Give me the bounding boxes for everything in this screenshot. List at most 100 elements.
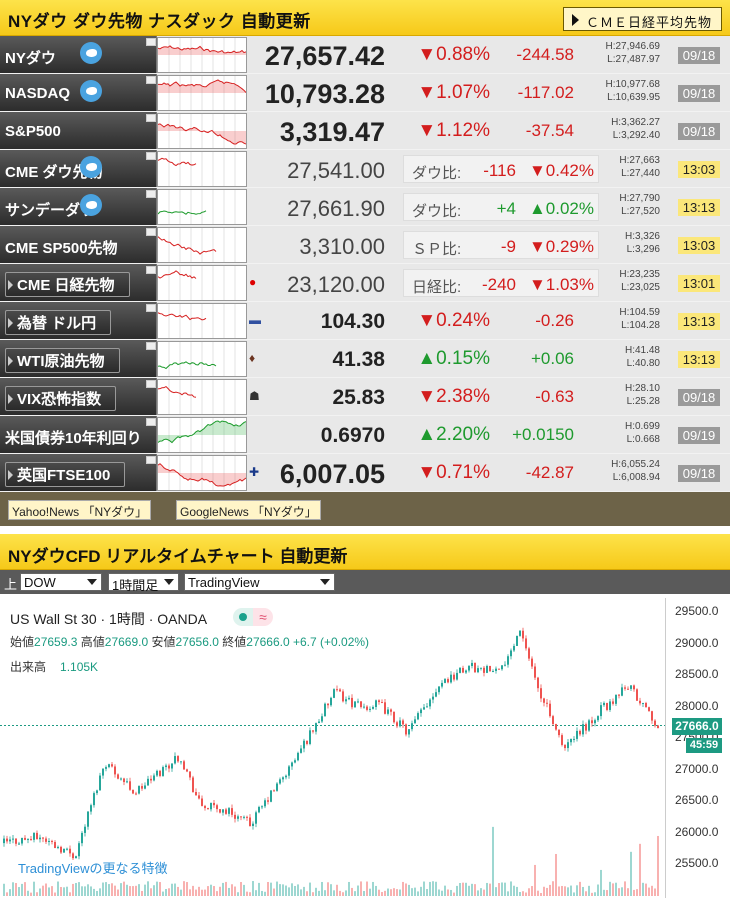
row-high: H:6,055.24 (611, 459, 660, 470)
row-low: L:40.80 (626, 358, 660, 369)
market-row: サンデーダウ 27,661.90 ダウ比: +4 ▲0.02% H:27,790… (0, 188, 730, 226)
sparkline-chart[interactable] (146, 417, 247, 453)
expand-chart-icon[interactable] (146, 304, 156, 312)
candlestick-plot[interactable] (0, 598, 665, 898)
expand-chart-icon[interactable] (146, 418, 156, 426)
chart-header-title: NYダウCFD リアルタイムチャート 自動更新 (8, 547, 348, 566)
sparkline-svg (158, 342, 236, 376)
row-timestamp: 13:01 (678, 275, 720, 292)
expand-chart-icon[interactable] (146, 266, 156, 274)
sparkline-chart[interactable] (146, 303, 247, 339)
row-name-box: 為替 ドル円 (5, 310, 112, 335)
sparkline-chart[interactable] (146, 151, 247, 187)
source-select[interactable]: TradingView (184, 573, 335, 591)
price-axis-tick: 28000.0 (675, 698, 719, 713)
row-name-label: CME ダウ先物 (5, 164, 103, 181)
row-name-label: NYダウ (5, 50, 56, 67)
interval-select[interactable]: 1時間足 (108, 573, 179, 593)
countdown-tag: 45:59 (686, 738, 722, 753)
expand-chart-icon[interactable] (146, 228, 156, 236)
expand-chart-icon[interactable] (146, 342, 156, 350)
expand-chart-icon[interactable] (146, 190, 156, 198)
ghost-flag-icon: ☗ (249, 389, 260, 403)
yahoo-news-link[interactable]: Yahoo!News 「NYダウ」 (8, 500, 152, 520)
row-low: L:27,440 (621, 168, 660, 179)
row-name[interactable]: NASDAQ (0, 74, 157, 111)
high-low: H:3,362.27 L:3,292.40 (590, 116, 660, 142)
row-high: H:27,790 (619, 193, 660, 204)
chart-header: NYダウCFD リアルタイムチャート 自動更新 (0, 534, 730, 570)
sparkline-chart[interactable] (146, 455, 247, 491)
tradingview-features-link[interactable]: TradingViewの更なる特徴 (18, 861, 168, 876)
tradingview-chart[interactable]: US Wall St 30 · 1時間 · OANDA ≈ 始値27659.3 … (0, 598, 730, 898)
twitter-icon[interactable] (80, 156, 102, 178)
eye-icon[interactable] (233, 608, 253, 626)
row-name[interactable]: 米国債券10年利回り (0, 416, 157, 453)
sparkline-chart[interactable] (146, 265, 247, 301)
cme-nikkei-button[interactable]: ＣＭＥ日経平均先物 (563, 7, 722, 31)
row-high: H:28.10 (624, 383, 660, 394)
row-percent: ▼0.71% (417, 462, 490, 483)
sparkline-chart[interactable] (146, 113, 247, 149)
row-price: 23,120.00 (287, 272, 385, 297)
row-name[interactable]: 為替 ドル円 (0, 302, 157, 339)
diff-label: ダウ比: (412, 203, 462, 220)
row-name[interactable]: S&P500 (0, 112, 157, 149)
row-name[interactable]: NYダウ (0, 36, 157, 73)
news-links-bar: Yahoo!News 「NYダウ」 GoogleNews 「NYダウ」 (0, 492, 730, 526)
open-value: 27659.3 (34, 635, 78, 649)
row-name[interactable]: VIX恐怖指数 (0, 378, 157, 415)
google-news-link[interactable]: GoogleNews 「NYダウ」 (176, 500, 321, 520)
expand-chart-icon[interactable] (146, 380, 156, 388)
row-name-label: VIX恐怖指数 (17, 391, 102, 408)
row-name[interactable]: WTI原油先物 (0, 340, 157, 377)
expand-chart-icon[interactable] (146, 456, 156, 464)
diff-box: ＳＰ比: -9 ▼0.29% (403, 231, 599, 259)
expand-chart-icon[interactable] (146, 114, 156, 122)
row-change: -117.02 (517, 83, 574, 102)
price-axis-tick: 26500.0 (675, 793, 719, 807)
diff-percent: ▼1.03% (528, 275, 594, 294)
sparkline-chart[interactable] (146, 341, 247, 377)
high-low: H:41.48 L:40.80 (590, 344, 660, 370)
row-timestamp: 13:03 (678, 161, 720, 178)
wave-icon[interactable]: ≈ (253, 608, 273, 626)
row-high: H:10,977.68 (605, 79, 661, 90)
row-timestamp: 09/19 (678, 427, 720, 444)
row-percent: ▼2.38% (417, 386, 490, 407)
row-name[interactable]: 英国FTSE100 (0, 454, 157, 491)
sparkline-chart[interactable] (146, 379, 247, 415)
twitter-icon[interactable] (80, 194, 102, 216)
market-row: WTI原油先物 ♦ 41.38 ▲0.15% +0.06 H:41.48 L:40.8… (0, 340, 730, 378)
sparkline-chart[interactable] (146, 189, 247, 225)
row-name-box: 英国FTSE100 (5, 462, 126, 487)
oil-flag-icon: ♦ (249, 351, 256, 365)
price-axis[interactable]: 29500.0 29000.0 28500.0 28000.0 27500.0 27000… (665, 598, 730, 898)
arrow-right-icon (8, 394, 13, 404)
twitter-icon[interactable] (80, 80, 102, 102)
controls-label: 上 (4, 577, 18, 592)
row-high: H:27,663 (619, 155, 660, 166)
sparkline-chart[interactable] (146, 37, 247, 73)
row-name-label: 米国債券10年利回り (5, 430, 142, 447)
row-name-box: WTI原油先物 (5, 348, 120, 373)
sparkline-chart[interactable] (146, 75, 247, 111)
row-name[interactable]: CME 日経先物 (0, 264, 157, 301)
arrow-right-icon (8, 356, 13, 366)
market-row: CME ダウ先物 27,541.00 ダウ比: -116 ▼0.42% H:27… (0, 150, 730, 188)
sparkline-svg (158, 152, 236, 186)
row-percent: ▼1.12% (417, 120, 490, 141)
row-name[interactable]: CME SP500先物 (0, 226, 157, 263)
symbol-select[interactable]: DOW (20, 573, 102, 591)
expand-chart-icon[interactable] (146, 38, 156, 46)
expand-chart-icon[interactable] (146, 152, 156, 160)
row-name[interactable]: CME ダウ先物 (0, 150, 157, 187)
twitter-icon[interactable] (80, 42, 102, 64)
play-icon (572, 14, 579, 26)
chevron-down-icon (164, 579, 174, 585)
row-name-label: S&P500 (5, 123, 61, 140)
expand-chart-icon[interactable] (146, 76, 156, 84)
chart-visibility-toggle[interactable]: ≈ (233, 608, 273, 626)
sparkline-chart[interactable] (146, 227, 247, 263)
row-name[interactable]: サンデーダウ (0, 188, 157, 225)
